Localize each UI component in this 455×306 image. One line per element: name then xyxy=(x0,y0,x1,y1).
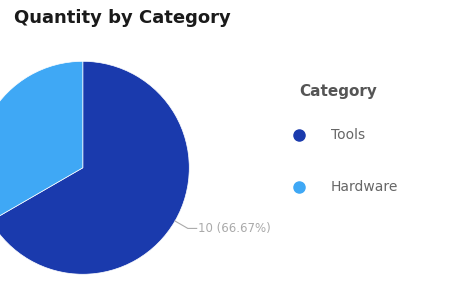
Text: 10 (66.67%): 10 (66.67%) xyxy=(198,222,271,235)
Text: Tools: Tools xyxy=(330,128,364,142)
Text: Hardware: Hardware xyxy=(330,180,398,194)
Wedge shape xyxy=(0,61,83,221)
Text: Quantity by Category: Quantity by Category xyxy=(14,9,230,27)
Text: Category: Category xyxy=(299,84,377,99)
Wedge shape xyxy=(0,61,189,274)
